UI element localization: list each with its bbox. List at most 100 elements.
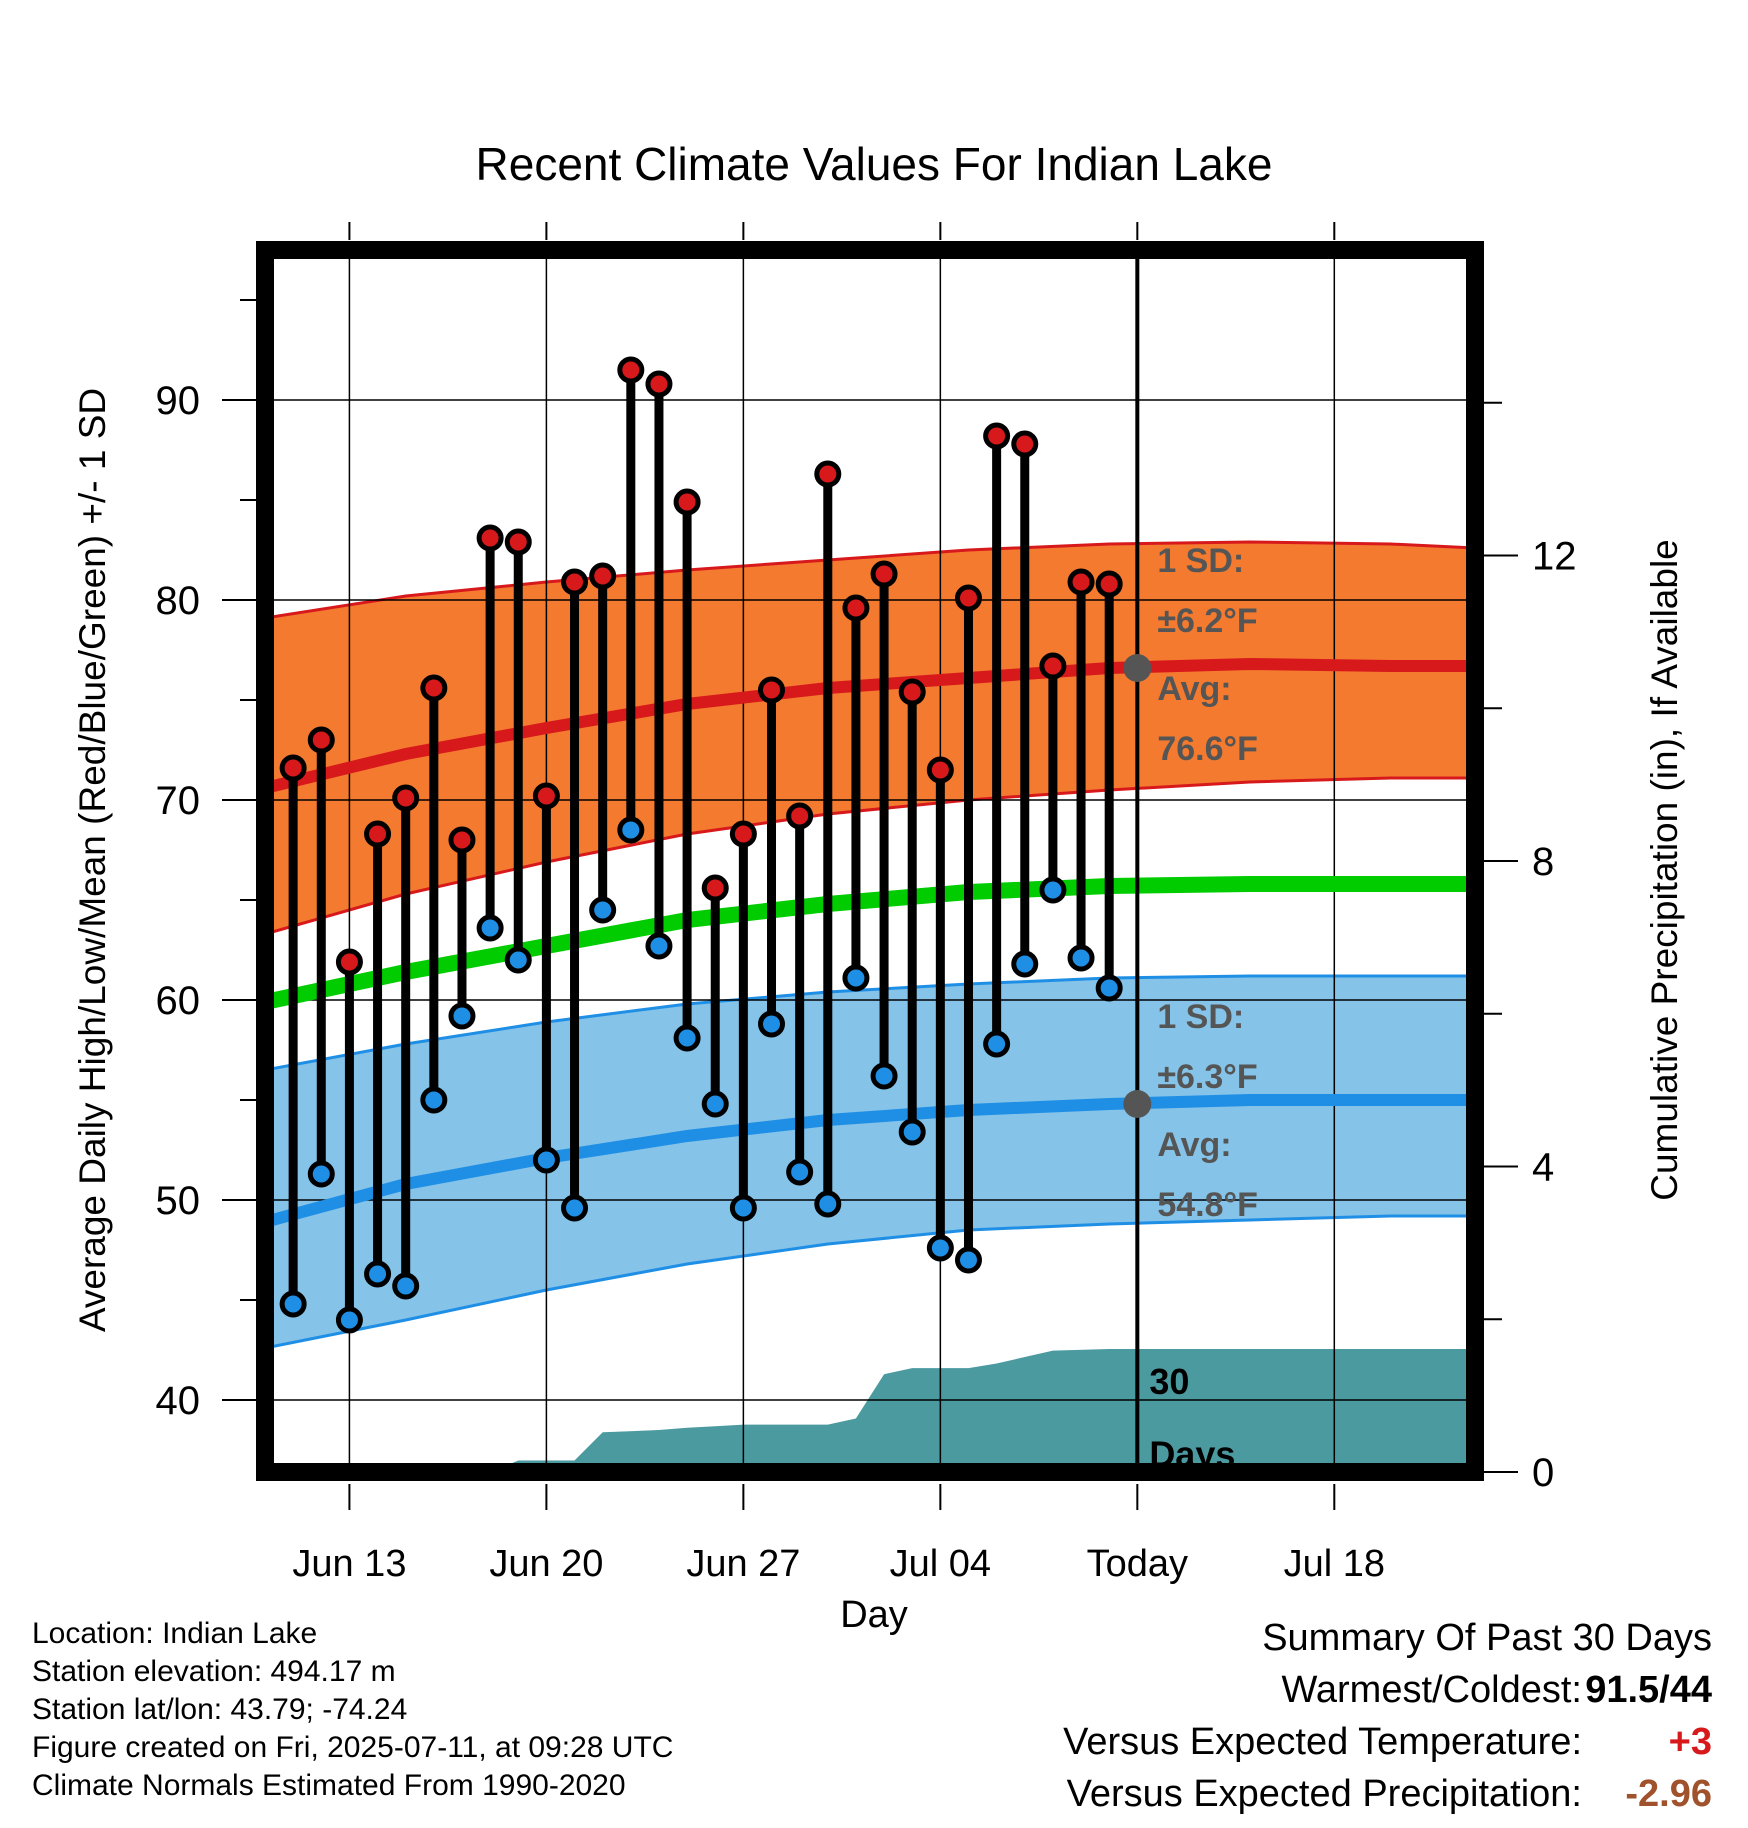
chart-title: Recent Climate Values For Indian Lake	[476, 138, 1273, 190]
low-avg-label: Avg:	[1157, 1126, 1231, 1164]
low-temp-point	[926, 1234, 954, 1262]
low-temp-point	[392, 1272, 420, 1300]
high-temp-point	[617, 356, 645, 384]
plot-content: 1 SD: ±6.2°F Avg: 76.6°F 1 SD: ±6.3°F Avg: 54.8…	[265, 250, 1475, 1472]
high-temp-point	[954, 584, 982, 612]
low-temp-point	[758, 1010, 786, 1038]
high-temp-point	[561, 568, 589, 596]
low-temp-point	[617, 816, 645, 844]
x-tick-label: Jul 18	[1284, 1543, 1385, 1585]
summary-panel: Summary Of Past 30 Days Warmest/Coldest:…	[812, 1612, 1712, 1820]
high-temp-point	[645, 370, 673, 398]
high-temp-point	[392, 784, 420, 812]
low-temp-point	[1067, 944, 1095, 972]
high-sd-lower-line	[265, 776, 1475, 936]
precip-label: Versus Expected Precipitation:	[1066, 1773, 1582, 1815]
location-text: Location: Indian Lake	[32, 1617, 318, 1650]
y-tick-label: 80	[156, 579, 201, 623]
high-temp-point	[1095, 570, 1123, 598]
high-temp-point	[786, 802, 814, 830]
latlon-text: Station lat/lon: 43.79; -74.24	[32, 1693, 408, 1726]
high-temp-point	[673, 488, 701, 516]
mean-line	[265, 876, 1475, 1010]
low-sd-band	[265, 976, 1475, 1348]
low-temp-point	[335, 1306, 363, 1334]
high-temp-point	[758, 676, 786, 704]
high-sd-upper-line	[265, 540, 1475, 620]
high-sd-label: 1 SD:	[1157, 542, 1244, 580]
low-temp-point	[364, 1260, 392, 1288]
y-tick-label: 40	[156, 1379, 201, 1423]
low-temp-point	[420, 1086, 448, 1114]
high-temp-point	[504, 528, 532, 556]
high-sd-band	[265, 542, 1475, 934]
high-avg-marker	[1123, 654, 1152, 682]
y2-tick-label: 12	[1532, 535, 1577, 579]
high-avg-value: 76.6°F	[1157, 730, 1258, 768]
low-temp-point	[954, 1246, 982, 1274]
x-tick-label: Jul 04	[890, 1543, 991, 1585]
low-temp-point	[561, 1194, 589, 1222]
created-text: Figure created on Fri, 2025-07-11, at 09…	[32, 1731, 674, 1764]
low-temp-point	[307, 1160, 335, 1188]
high-sd-value: ±6.2°F	[1157, 602, 1257, 640]
high-temp-point	[420, 674, 448, 702]
low-temp-point	[1011, 950, 1039, 978]
x-tick-label: Jun 20	[489, 1543, 603, 1585]
low-sd-value: ±6.3°F	[1157, 1058, 1257, 1096]
high-temp-point	[279, 754, 307, 782]
high-temp-point	[983, 422, 1011, 450]
high-temp-point	[870, 560, 898, 588]
y2-tick-label: 4	[1532, 1146, 1554, 1190]
y-tick-label: 90	[156, 379, 201, 423]
high-avg-label: Avg:	[1157, 670, 1231, 708]
low-temp-point	[814, 1190, 842, 1218]
x-tick-label: Today	[1087, 1543, 1188, 1585]
high-temp-point	[898, 678, 926, 706]
x-tick-label: Jun 13	[292, 1543, 406, 1585]
x-tick-label: Jun 27	[686, 1543, 800, 1585]
temp-label: Versus Expected Temperature:	[1063, 1721, 1582, 1763]
high-temp-point	[1039, 652, 1067, 680]
summary-temp-row: Versus Expected Temperature: +3	[812, 1716, 1712, 1768]
high-temp-point	[335, 948, 363, 976]
low-sd-lower-line	[265, 1214, 1475, 1350]
temp-value: +3	[1668, 1721, 1712, 1763]
high-temp-point	[476, 524, 504, 552]
station-info: Location: Indian Lake Station elevation:…	[32, 1615, 673, 1805]
low-sd-label: 1 SD:	[1157, 998, 1244, 1036]
low-temp-point	[476, 914, 504, 942]
warmest-value: 91.5/44	[1585, 1669, 1712, 1711]
normals-text: Climate Normals Estimated From 1990-2020	[32, 1769, 626, 1802]
warmest-label: Warmest/Coldest:	[1281, 1669, 1582, 1711]
low-temp-point	[279, 1290, 307, 1318]
high-temp-point	[307, 726, 335, 754]
low-temp-point	[448, 1002, 476, 1030]
high-temp-point	[448, 826, 476, 854]
summary-precip-row: Versus Expected Precipitation: -2.96	[812, 1768, 1712, 1820]
low-temp-point	[701, 1090, 729, 1118]
high-temp-point	[589, 562, 617, 590]
y-axis-label: Average Daily High/Low/Mean (Red/Blue/Gr…	[72, 388, 113, 1332]
low-temp-point	[983, 1030, 1011, 1058]
y-tick-label: 50	[156, 1179, 201, 1223]
low-sd-upper-line	[265, 974, 1475, 1072]
high-temp-point	[842, 594, 870, 622]
y2-tick-label: 0	[1532, 1451, 1554, 1495]
high-temp-point	[814, 460, 842, 488]
low-temp-point	[645, 932, 673, 960]
low-temp-point	[729, 1194, 757, 1222]
x-axis-label: Day	[840, 1594, 908, 1636]
summary-title: Summary Of Past 30 Days	[1262, 1617, 1712, 1659]
y-tick-label: 70	[156, 779, 201, 823]
high-temp-point	[1011, 430, 1039, 458]
low-temp-point	[870, 1062, 898, 1090]
high-temp-point	[1067, 568, 1095, 596]
precip-area	[265, 1349, 1475, 1472]
low-avg-line	[265, 1094, 1475, 1228]
high-avg-line	[265, 657, 1475, 794]
high-temp-point	[364, 820, 392, 848]
high-temp-point	[926, 756, 954, 784]
low-temp-point	[1095, 974, 1123, 1002]
high-temp-point	[532, 782, 560, 810]
